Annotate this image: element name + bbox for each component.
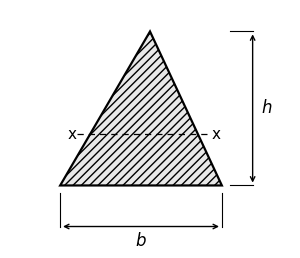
Text: b: b [136, 232, 146, 250]
Text: x: x [68, 127, 76, 142]
Polygon shape [60, 31, 222, 186]
Text: x: x [212, 127, 220, 142]
Text: h: h [262, 100, 272, 117]
